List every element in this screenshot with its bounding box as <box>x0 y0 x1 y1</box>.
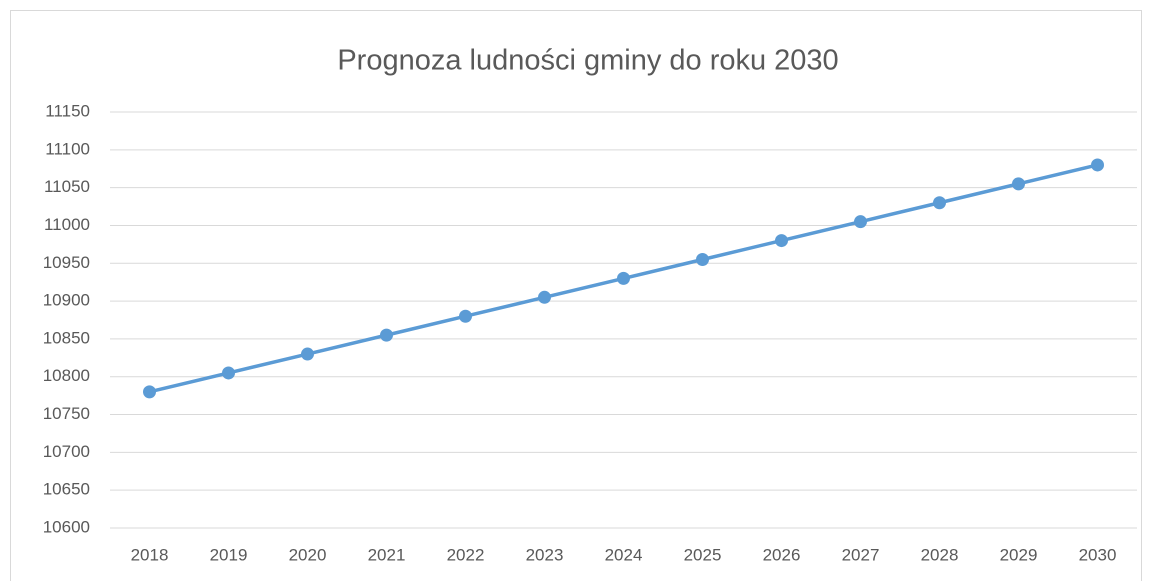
x-tick-label: 2021 <box>368 545 406 564</box>
data-point <box>301 347 314 361</box>
y-tick-label: 10650 <box>43 480 90 499</box>
chart-frame <box>10 10 1142 581</box>
x-tick-label: 2020 <box>289 545 327 564</box>
x-tick-label: 2018 <box>131 545 169 564</box>
data-point <box>1091 158 1104 172</box>
x-tick-label: 2023 <box>526 545 564 564</box>
y-tick-label: 11000 <box>44 215 90 234</box>
data-point <box>222 366 235 380</box>
y-tick-label: 10800 <box>43 366 90 385</box>
data-point <box>380 328 393 342</box>
y-tick-label: 10950 <box>43 253 90 272</box>
y-tick-label: 11050 <box>44 177 90 196</box>
chart-title: Prognoza ludności gminy do roku 2030 <box>337 45 838 77</box>
y-tick-label: 11100 <box>45 139 90 158</box>
data-point <box>696 252 709 266</box>
y-tick-label: 10850 <box>43 328 90 347</box>
x-tick-label: 2024 <box>605 545 643 564</box>
x-tick-label: 2030 <box>1079 545 1117 564</box>
x-tick-label: 2028 <box>921 545 959 564</box>
data-point <box>617 271 630 285</box>
data-point <box>775 234 788 248</box>
y-tick-label: 10600 <box>43 517 90 536</box>
x-tick-label: 2027 <box>842 545 880 564</box>
y-tick-label: 10900 <box>43 291 90 310</box>
data-point <box>143 385 156 399</box>
x-tick-label: 2026 <box>763 545 801 564</box>
data-point <box>538 290 551 304</box>
data-point <box>1012 177 1025 191</box>
data-point <box>854 215 867 229</box>
x-tick-label: 2029 <box>1000 545 1038 564</box>
x-tick-label: 2022 <box>447 545 485 564</box>
data-point <box>933 196 946 210</box>
y-tick-label: 10700 <box>43 442 90 461</box>
data-point <box>459 309 472 323</box>
x-tick-label: 2019 <box>210 545 248 564</box>
x-tick-label: 2025 <box>684 545 722 564</box>
y-tick-label: 11150 <box>45 101 90 120</box>
y-tick-label: 10750 <box>43 404 90 423</box>
